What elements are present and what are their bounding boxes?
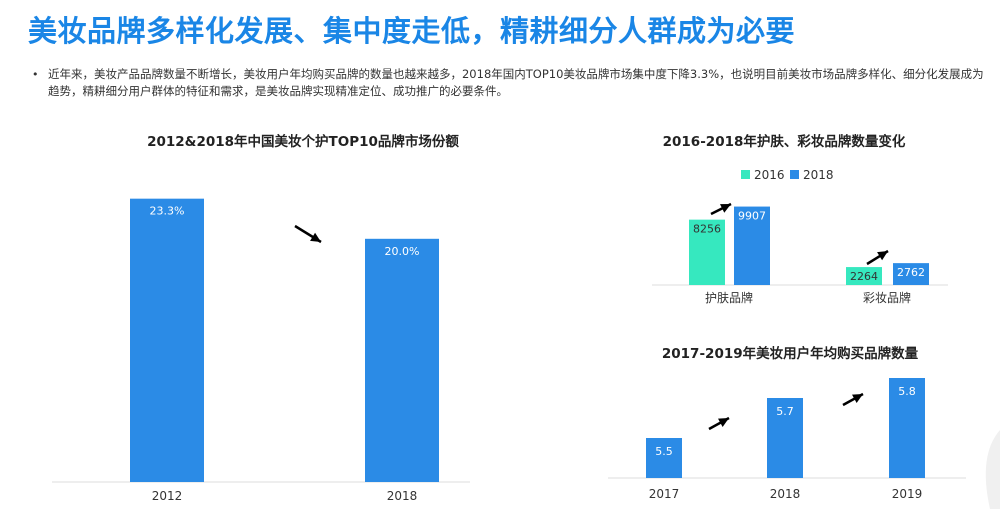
chart1-value-label: 20.0% — [385, 245, 420, 258]
description-text: 近年来，美妆产品品牌数量不断增长，美妆用户年均购买品牌的数量也越来越多，2018… — [48, 67, 984, 98]
chart2-bar-2018-0 — [734, 206, 770, 285]
chart3-tick-label: 2019 — [892, 487, 923, 501]
chart3-tick-label: 2017 — [649, 487, 680, 501]
chart2-bar-2016-0 — [689, 219, 725, 285]
chart3-bar-2017 — [646, 438, 682, 478]
chart2-title: 2016-2018年护肤、彩妆品牌数量变化 — [663, 133, 906, 150]
chart2-tick-label: 彩妆品牌 — [863, 291, 911, 305]
description: • 近年来，美妆产品品牌数量不断增长，美妆用户年均购买品牌的数量也越来越多，20… — [32, 66, 987, 100]
chart2-legend-label: 2016 — [754, 168, 785, 182]
corner-decoration — [985, 430, 1000, 509]
chart2-tick-label: 护肤品牌 — [705, 290, 753, 305]
chart2-value-label: 2264 — [850, 270, 878, 283]
chart1-bar-2012 — [130, 198, 204, 482]
chart2-value-label: 9907 — [738, 210, 766, 223]
chart3-value-label: 5.7 — [776, 405, 794, 418]
chart2-bar-2018-1 — [893, 263, 929, 285]
chart2-legend-label: 2018 — [803, 168, 834, 182]
chart3-value-label: 5.5 — [655, 445, 673, 458]
chart2-value-label: 2762 — [897, 266, 925, 279]
chart3-bar-2018 — [767, 398, 803, 478]
chart2-value-label: 8256 — [693, 223, 721, 236]
chart1-tick-label: 2018 — [387, 489, 418, 503]
chart3-value-label: 5.8 — [898, 385, 916, 398]
chart2-legend-swatch-2016 — [741, 170, 750, 179]
chart2-bar-2016-1 — [846, 267, 882, 285]
chart3-bar-2019 — [889, 378, 925, 478]
chart2-trend-arrow-2-head — [877, 251, 888, 261]
chart2-trend-arrow-1-head — [720, 204, 731, 213]
chart1-trend-arrow-head — [310, 232, 321, 242]
chart1-title: 2012&2018年中国美妆个护TOP10品牌市场份额 — [147, 133, 459, 150]
chart2-legend-swatch-2018 — [790, 170, 799, 179]
chart3-trend-arrow-1-head — [718, 418, 729, 427]
chart3-trend-arrow-2-head — [852, 394, 863, 403]
chart1-value-label: 23.3% — [150, 205, 185, 218]
chart1-bar-2018 — [365, 238, 439, 482]
page-title: 美妆品牌多样化发展、集中度走低，精耕细分人群成为必要 — [28, 14, 796, 48]
chart3-title: 2017-2019年美妆用户年均购买品牌数量 — [662, 345, 919, 362]
bullet-icon: • — [32, 68, 39, 81]
chart3-tick-label: 2018 — [770, 487, 801, 501]
chart1-tick-label: 2012 — [152, 489, 183, 503]
